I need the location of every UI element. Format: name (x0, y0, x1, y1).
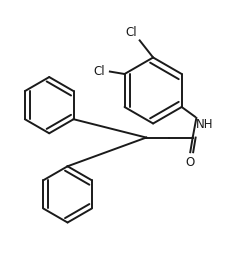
Text: Cl: Cl (126, 26, 137, 39)
Text: NH: NH (196, 118, 214, 131)
Text: O: O (186, 156, 195, 169)
Text: Cl: Cl (93, 65, 105, 78)
